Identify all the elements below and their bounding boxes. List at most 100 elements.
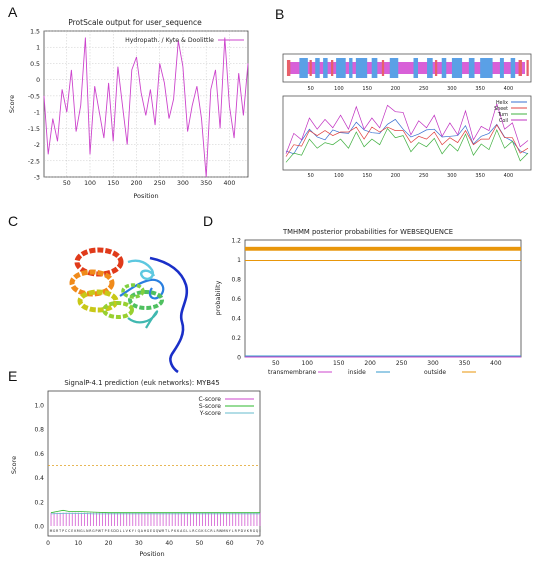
panel-e-residue-label: K	[177, 529, 180, 533]
panel-e-residue-label: C	[207, 529, 210, 533]
panel-d-outside-region-bar	[245, 246, 521, 251]
panel-e-x-tick-label: 20	[105, 540, 113, 547]
panel-b-sheet-block	[381, 60, 385, 76]
panel-e-residue-label: M	[50, 529, 53, 533]
panel-c-protein-structure	[69, 247, 189, 374]
panel-e-residue-label: K	[201, 529, 204, 533]
ribbon-loop-blue	[119, 278, 165, 300]
panel-d-plot-area	[244, 239, 522, 358]
panel-e-residue-label: G	[253, 529, 256, 533]
panel-e-residue-label: R	[56, 529, 59, 533]
panel-e-residue-label: Q	[138, 529, 141, 533]
panel-e-residue-label: N	[86, 529, 89, 533]
panel-b-helix-block	[427, 58, 433, 78]
panel-d-title: TMHMM posterior probabilities for WEBSEQ…	[282, 228, 453, 236]
panel-a-y-tick-label: 1	[36, 45, 40, 52]
panel-b-x-tick-label: 300	[447, 173, 457, 179]
panel-e-residue-label: K	[74, 529, 77, 533]
panel-e-residue-label: K	[129, 529, 132, 533]
panel-letter-c: C	[8, 213, 19, 229]
panel-letter-b: B	[275, 6, 285, 22]
panel-e-residue-label: W	[158, 529, 162, 533]
ribbon-helix-green-1	[128, 290, 164, 310]
panel-a-y-tick-label: -1	[34, 110, 40, 117]
panel-e-residue-label: M	[77, 529, 80, 533]
panel-e-residue-label: Y	[132, 529, 134, 533]
panel-b-helix-block	[355, 58, 368, 78]
panel-b-helix-block	[510, 58, 516, 78]
panel-e-residue-label: A	[141, 529, 144, 533]
panel-a-x-tick-label: 150	[107, 180, 119, 187]
panel-a-legend-label: Hydropath. / Kyte & Doolittle	[125, 37, 214, 44]
panel-e-y-tick-label: 0.4	[34, 475, 44, 482]
panel-b-x-tick-label: 250	[419, 173, 429, 179]
panel-e-residue-label: I	[135, 529, 136, 533]
panel-e-x-tick-label: 30	[135, 540, 143, 547]
panel-b-helix-block	[499, 58, 504, 78]
panel-e-residue-label: D	[241, 529, 244, 533]
panel-a-x-tick-label: 100	[84, 180, 96, 187]
panel-e-signalp-plot: SignalP-4.1 prediction (euk networks): M…	[10, 379, 264, 558]
panel-d-y-tick-label: 0.8	[231, 277, 241, 284]
panel-e-residue-label: L	[214, 529, 216, 533]
panel-e-residue-label: R	[216, 529, 219, 533]
panel-e-residue-label: L	[120, 529, 122, 533]
panel-a-y-tick-label: -2	[34, 142, 40, 149]
panel-b-helix-block	[315, 58, 320, 78]
panel-e-residue-label: V	[126, 529, 129, 533]
panel-b-helix-block	[441, 58, 447, 78]
panel-d-x-tick-label: 250	[396, 360, 408, 367]
panel-e-y-tick-label: 1.0	[34, 403, 44, 410]
panel-b-turn-line	[285, 127, 529, 163]
panel-d-x-tick-label: 400	[490, 360, 502, 367]
panel-d-y-tick-label: 1	[237, 257, 241, 264]
panel-e-residue-label: Q	[156, 529, 159, 533]
panel-e-residue-label: S	[204, 529, 206, 533]
panel-e-residue-label: I	[260, 529, 261, 533]
panel-b-secondary-structure: 50 100 150 200 250 300 350 400 50 100 150 200 250 30…	[282, 53, 532, 179]
panel-e-residue-label: D	[116, 529, 119, 533]
panel-d-tmhmm-plot: TMHMM posterior probabilities for WEBSEQ…	[214, 228, 522, 376]
panel-e-x-tick-label: 0	[46, 540, 50, 547]
panel-e-residue-label: Q	[256, 529, 259, 533]
panel-e-y-tick-label: 0.8	[34, 427, 44, 434]
panel-e-y-tick-label: 0.6	[34, 451, 44, 458]
panel-d-y-tick-label: 0.2	[231, 335, 241, 342]
panel-d-legend-label: transmembrane	[268, 369, 317, 376]
panel-e-residue-label: W	[98, 529, 102, 533]
panel-b-coil-band	[289, 62, 525, 74]
panel-b-strip-tick-label: 250	[419, 86, 429, 92]
panel-e-legend-label: S-score	[199, 403, 221, 410]
panel-e-legend-label: C-score	[199, 396, 222, 403]
panel-d-x-tick-label: 150	[333, 360, 345, 367]
panel-d-x-tick-label: 350	[459, 360, 471, 367]
panel-b-x-tick-label: 350	[475, 173, 485, 179]
panel-b-helix-block	[468, 58, 475, 78]
panel-b-x-tick-label: 50	[307, 173, 313, 179]
panel-a-y-tick-label: -0.5	[28, 93, 40, 100]
panel-e-residue-label: K	[174, 529, 177, 533]
panel-b-strip-tick-label: 300	[447, 86, 457, 92]
panel-a-x-tick-label: 250	[154, 180, 166, 187]
panel-e-residue-label: L	[83, 529, 85, 533]
panel-b-sheet-block	[518, 60, 522, 76]
panel-e-residue-label: T	[164, 529, 167, 533]
ribbon-helix-lime	[102, 301, 134, 319]
panel-d-x-tick-label: 100	[302, 360, 314, 367]
panel-b-sheet-block	[526, 60, 529, 76]
panel-a-x-tick-label: 350	[200, 180, 212, 187]
panel-b-helix-block	[371, 58, 378, 78]
panel-e-residue-label: G	[92, 529, 95, 533]
panel-e-residue-label: K	[247, 529, 250, 533]
panel-a-y-tick-label: 0.5	[30, 61, 40, 68]
panel-e-residue-label: R	[250, 529, 253, 533]
panel-e-residue-label: C	[195, 529, 198, 533]
panel-b-x-tick-label: 100	[334, 173, 344, 179]
panel-letter-a: A	[8, 4, 18, 20]
panel-e-residue-label: P	[171, 529, 173, 533]
panel-e-residue-label: E	[108, 529, 110, 533]
panel-b-strip-tick-label: 50	[307, 86, 313, 92]
panel-b-strip-tick-label: 100	[334, 86, 344, 92]
